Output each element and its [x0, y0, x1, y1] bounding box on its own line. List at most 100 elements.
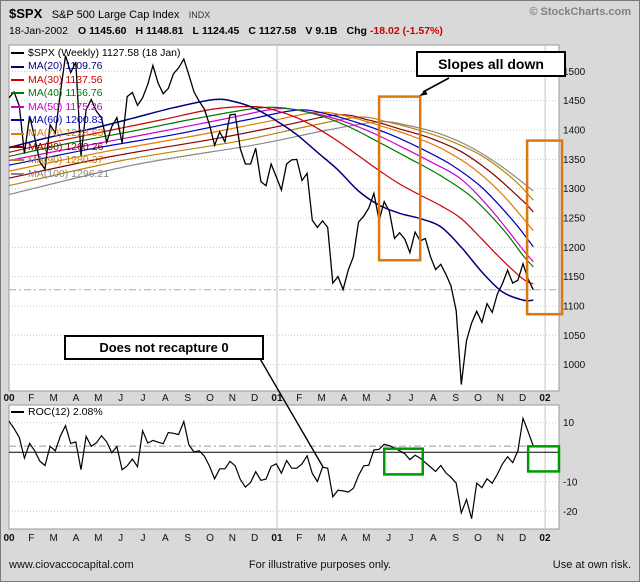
slopes-arrow-head [419, 90, 428, 96]
x-axis-label: O [206, 533, 214, 544]
ma-line [8, 116, 534, 201]
legend-swatch [11, 65, 24, 68]
legend-label: MA(20) 1109.76 [28, 60, 103, 73]
quote-item-label: Chg [346, 25, 367, 37]
legend-swatch [11, 119, 24, 122]
x-axis-label: J [118, 393, 123, 404]
legend-item: MA(40) 1166.76 [11, 87, 181, 100]
x-axis-label: F [296, 533, 302, 544]
x-axis-label: M [49, 393, 57, 404]
ma-line [8, 114, 534, 213]
highlight-box-green [526, 445, 561, 473]
price-axis-label: 1400 [563, 126, 586, 137]
price-axis-label: 1200 [563, 243, 586, 254]
x-axis-label: A [162, 533, 169, 544]
x-axis-label: J [140, 533, 145, 544]
price-axis-label: 1350 [563, 155, 586, 166]
price-axis-label: 1150 [563, 272, 585, 283]
ma-line [8, 108, 534, 263]
footer-risk-note: Use at own risk. [552, 559, 631, 571]
legend-item: MA(30) 1137.56 [11, 74, 181, 87]
legend-item: MA(60) 1200.83 [11, 114, 181, 127]
x-axis-label: N [229, 393, 236, 404]
chart-header: $SPX S&P 500 Large Cap Index INDX [9, 5, 210, 23]
footer-disclaimer: For illustrative purposes only. [248, 559, 392, 571]
x-axis-label: M [49, 533, 57, 544]
legend-label: MA(80) 1260.26 [28, 140, 104, 153]
price-axis-label: 1250 [563, 214, 586, 225]
x-axis-label: S [452, 533, 459, 544]
legend-label: MA(90) 1280.37 [28, 154, 104, 167]
legend-label: MA(60) 1200.83 [28, 114, 104, 127]
quote-item-label: L [192, 25, 199, 37]
x-axis-label: M [94, 533, 102, 544]
legend-swatch [11, 159, 24, 162]
legend-item: MA(70) 1228.53 [11, 127, 181, 140]
legend-label: MA(70) 1228.53 [28, 127, 104, 140]
quote-item: Chg -18.02 (-1.57%) [347, 25, 443, 37]
x-axis-label: O [474, 393, 482, 404]
quote-item-value: 9.1B [315, 25, 338, 37]
quote-item-label: C [248, 25, 256, 37]
x-axis-label: M [362, 533, 370, 544]
x-axis-label: N [497, 393, 504, 404]
x-axis-label: J [140, 393, 145, 404]
legend-swatch [11, 172, 24, 175]
roc-axis-label: -20 [563, 507, 578, 518]
price-axis-label: 1450 [563, 96, 586, 107]
x-axis-label: A [430, 393, 437, 404]
x-axis-label: N [497, 533, 504, 544]
x-axis-label: J [386, 393, 391, 404]
roc-axis-label: 10 [563, 418, 575, 429]
price-axis-label: 1000 [563, 360, 586, 371]
quote-item: H 1148.81 [136, 25, 184, 37]
x-axis-label: D [251, 533, 258, 544]
legend-label: MA(30) 1137.56 [28, 73, 103, 86]
x-axis-label: M [362, 393, 370, 404]
x-axis-label: M [317, 393, 325, 404]
quote-date: 18-Jan-2002 [9, 25, 68, 37]
x-axis-label: S [184, 533, 191, 544]
annotation-does-not-recapture-zero: Does not recapture 0 [64, 335, 264, 360]
x-axis-label: A [341, 393, 348, 404]
price-axis-label: 1500 [563, 67, 586, 78]
legend-swatch [11, 92, 24, 95]
roc-legend: ROC(12) 2.08% [11, 406, 103, 418]
x-axis-label: F [296, 393, 302, 404]
legend-label: MA(50) 1175.26 [28, 100, 103, 113]
x-axis-label: J [118, 533, 123, 544]
quote-item-label: O [77, 25, 87, 37]
x-axis-label: J [386, 533, 391, 544]
x-axis-label: M [317, 533, 325, 544]
x-axis-label: 01 [271, 533, 283, 544]
price-axis-label: 1050 [563, 331, 586, 342]
ma-line [8, 109, 534, 248]
x-axis-label: O [206, 393, 214, 404]
x-axis-label: N [229, 533, 236, 544]
roc-line [8, 415, 534, 519]
ma-line [8, 111, 534, 231]
recapture-pointer-line [258, 356, 324, 468]
footer-website: www.ciovaccocapital.com [9, 559, 134, 571]
ma-line [8, 106, 534, 268]
x-axis-label: A [73, 393, 80, 404]
legend-label: MA(100) 1296.21 [28, 167, 110, 180]
quote-item-label: H [135, 25, 144, 37]
x-axis-label: 00 [3, 393, 15, 404]
price-plot-area [8, 44, 560, 392]
legend-item: MA(20) 1109.76 [11, 60, 181, 73]
x-axis-label: F [28, 533, 34, 544]
highlight-box-orange [525, 139, 564, 316]
legend-item: $SPX (Weekly) 1127.58 (18 Jan) [11, 47, 181, 60]
roc-legend-label: ROC(12) 2.08% [28, 406, 103, 418]
legend-swatch [11, 52, 24, 55]
legend-swatch [11, 79, 24, 82]
exchange-label: INDX [188, 10, 211, 20]
legend-label: MA(40) 1166.76 [28, 87, 103, 100]
overlay-legend: $SPX (Weekly) 1127.58 (18 Jan) MA(20) 110… [11, 47, 181, 181]
x-axis-label: A [430, 533, 437, 544]
price-axis-label: 1300 [563, 184, 586, 195]
x-axis-label: D [251, 393, 258, 404]
x-axis-label: A [341, 533, 348, 544]
